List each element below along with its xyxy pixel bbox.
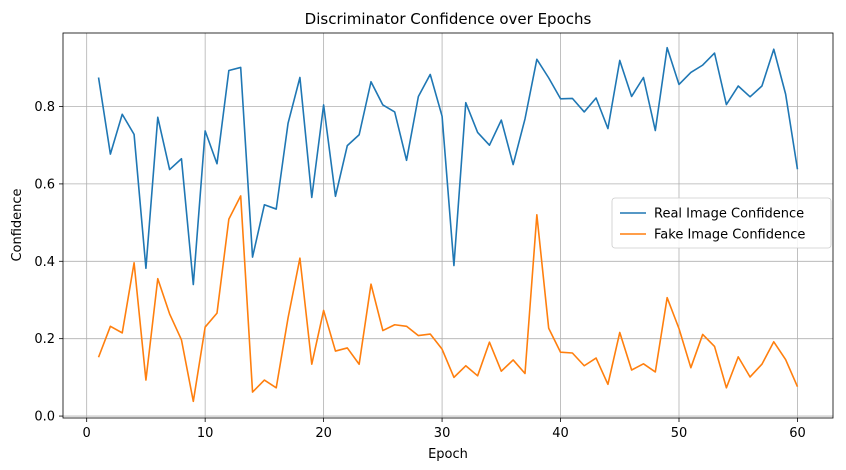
- y-tick-label: 0.6: [34, 177, 55, 192]
- series-line-fake: [97, 195, 799, 403]
- x-tick-label: 20: [315, 426, 332, 441]
- plot-area: [97, 46, 799, 403]
- legend: Real Image Confidence Fake Image Confiden…: [611, 197, 832, 249]
- y-tick-label: 0.4: [34, 255, 55, 270]
- x-tick-label: 30: [434, 426, 451, 441]
- x-axis-label: Epoch: [428, 447, 468, 462]
- plot-frame: [62, 32, 834, 419]
- y-axis-label: Confidence: [10, 188, 25, 261]
- legend-label: Real Image Confidence: [654, 207, 804, 222]
- x-tick-label: 40: [552, 426, 569, 441]
- x-tick-label: 0: [83, 426, 91, 441]
- x-axis-ticks: 0 10 20 30 40 50 60: [83, 418, 806, 441]
- y-tick-label: 0.0: [34, 410, 55, 425]
- y-axis-ticks: 0.0 0.2 0.4 0.6 0.8: [34, 100, 63, 425]
- legend-box: [611, 197, 832, 249]
- legend-label: Fake Image Confidence: [654, 228, 805, 243]
- chart-title: Discriminator Confidence over Epochs: [305, 10, 592, 28]
- series-line-real: [97, 46, 799, 286]
- x-tick-label: 50: [671, 426, 688, 441]
- x-tick-label: 60: [789, 426, 806, 441]
- x-tick-label: 10: [197, 426, 214, 441]
- y-tick-label: 0.8: [34, 100, 55, 115]
- y-tick-label: 0.2: [34, 332, 55, 347]
